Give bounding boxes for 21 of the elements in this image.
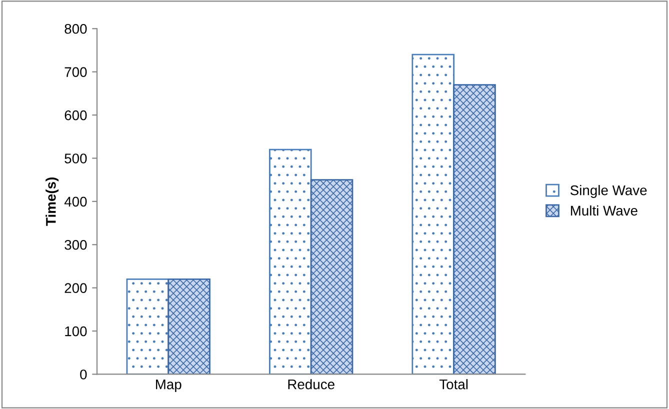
x-tick-label: Total	[439, 379, 468, 390]
bar	[453, 84, 496, 374]
bar	[269, 148, 312, 374]
bar	[412, 54, 454, 374]
y-tick-label: 800	[64, 24, 87, 34]
legend-label: Multi Wave	[570, 205, 638, 216]
legend-label: Single Wave	[570, 185, 647, 198]
y-tick-label: 700	[64, 67, 87, 77]
x-tick-label: Reduce	[288, 379, 334, 390]
y-axis-title: Time(s)	[46, 178, 59, 226]
y-tick-label: 100	[65, 326, 87, 336]
y-tick-label: 300	[64, 240, 87, 250]
bar	[126, 278, 170, 374]
y-tick-label: 200	[64, 283, 87, 294]
y-tick-label: 400	[64, 196, 87, 207]
y-tick-label: 0	[80, 370, 87, 380]
y-tick-label: 500	[64, 154, 87, 164]
x-tick-label: Map	[156, 380, 182, 392]
bar	[310, 179, 354, 374]
bar	[168, 278, 210, 374]
y-tick-label: 600	[64, 110, 87, 120]
